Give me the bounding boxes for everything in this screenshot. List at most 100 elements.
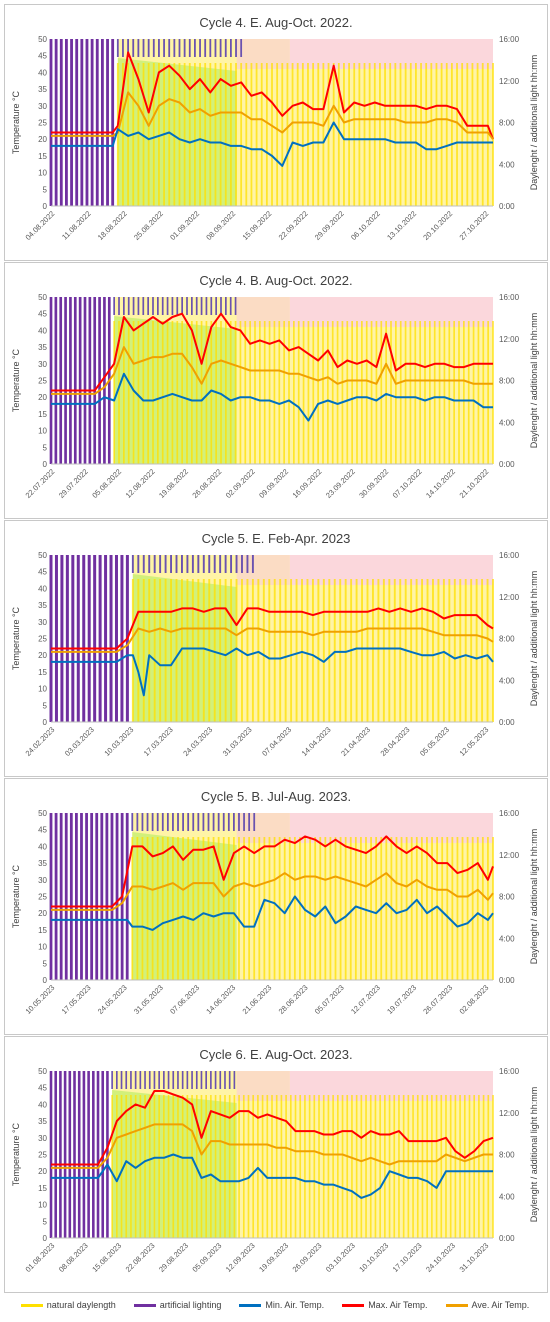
x-tick-label: 21.06.2023 — [241, 983, 274, 1016]
x-tick-label: 30.09.2022 — [357, 467, 390, 500]
x-tick-label: 26.08.2022 — [190, 467, 223, 500]
x-tick-label: 10.03.2023 — [102, 725, 135, 758]
y-tick-label: 45 — [38, 826, 47, 835]
y2-tick-label: 16:00 — [499, 809, 520, 818]
y-tick-label: 50 — [38, 35, 47, 44]
x-tick-label: 19.07.2023 — [385, 983, 418, 1016]
y2-tick-label: 0:00 — [499, 202, 515, 211]
legend-label: artificial lighting — [159, 1300, 222, 1310]
x-tick-label: 17.10.2023 — [391, 1241, 424, 1274]
chart-svg-4: Cycle 5. B. Jul-Aug. 2023. 0 5 10 15 20 25 30 35… — [11, 789, 539, 1016]
series-line-max-air-temp — [51, 312, 493, 392]
y-tick-label: 40 — [38, 68, 47, 77]
y-tick-label: 0 — [43, 976, 48, 985]
evening-area — [289, 1071, 493, 1101]
x-tick-label: 28.04.2023 — [379, 725, 412, 758]
y-tick-label: 50 — [38, 1067, 47, 1076]
y-tick-label: 25 — [38, 893, 47, 902]
y-tick-label: 45 — [38, 568, 47, 577]
y-tick-label: 50 — [38, 551, 47, 560]
x-tick-label: 04.08.2022 — [24, 209, 57, 242]
y-axis-label: Temperature °C — [11, 1122, 21, 1186]
y-tick-label: 30 — [38, 102, 47, 111]
y2-tick-label: 8:00 — [499, 1151, 515, 1160]
x-tick-label: 24.02.2023 — [24, 725, 57, 758]
x-tick-label: 02.09.2022 — [224, 467, 257, 500]
x-tick-label: 26.09.2023 — [291, 1241, 324, 1274]
x-tick-label: 17.03.2023 — [142, 725, 175, 758]
y-tick-label: 35 — [38, 1117, 47, 1126]
y-tick-label: 30 — [38, 618, 47, 627]
y2-tick-label: 16:00 — [499, 293, 520, 302]
x-tick-label: 06.10.2022 — [349, 209, 382, 242]
x-tick-label: 29.07.2022 — [57, 467, 90, 500]
y2-tick-label: 0:00 — [499, 976, 515, 985]
legend-item-max-air-temp: Max. Air Temp. — [342, 1300, 428, 1310]
x-tick-label: 31.03.2023 — [221, 725, 254, 758]
y-axis-label: Temperature °C — [11, 348, 21, 412]
legend-label: Max. Air Temp. — [368, 1300, 428, 1310]
evening-area — [289, 555, 493, 585]
y-tick-label: 35 — [38, 343, 47, 352]
legend-swatch — [239, 1303, 262, 1307]
y2-tick-label: 4:00 — [499, 934, 515, 943]
x-tick-label: 03.10.2023 — [324, 1241, 357, 1274]
y2-axis-label: Daylenght / additional light hh:mm — [529, 829, 539, 965]
y-tick-label: 50 — [38, 293, 47, 302]
x-tick-label: 23.09.2022 — [324, 467, 357, 500]
y-tick-label: 25 — [38, 635, 47, 644]
x-tick-label: 21.10.2022 — [458, 467, 491, 500]
y2-tick-label: 12:00 — [499, 851, 520, 860]
y-tick-label: 20 — [38, 909, 47, 918]
x-tick-label: 08.08.2023 — [57, 1241, 90, 1274]
x-tick-label: 29.09.2022 — [313, 209, 346, 242]
greenhouse-light-area — [117, 58, 237, 206]
legend-swatch — [20, 1303, 43, 1307]
x-tick-label: 24.05.2023 — [96, 983, 129, 1016]
x-tick-label: 14.06.2023 — [204, 983, 237, 1016]
x-tick-label: 05.09.2023 — [190, 1241, 223, 1274]
y-tick-label: 20 — [38, 393, 47, 402]
chart-title: Cycle 4. E. Aug-Oct. 2022. — [199, 15, 352, 30]
y-tick-label: 30 — [38, 360, 47, 369]
y2-tick-label: 12:00 — [499, 77, 520, 86]
series-line-max-air-temp — [51, 835, 494, 908]
y2-tick-label: 16:00 — [499, 551, 520, 560]
y-tick-label: 35 — [38, 601, 47, 610]
chart-panel-3: Cycle 5. E. Feb-Apr. 2023 0 5 10 15 20 25 30 35 4… — [4, 520, 548, 777]
y-tick-label: 0 — [43, 460, 48, 469]
y2-tick-label: 12:00 — [499, 593, 520, 602]
y-tick-label: 5 — [43, 701, 48, 710]
x-tick-label: 14.04.2023 — [300, 725, 333, 758]
x-tick-label: 12.08.2022 — [124, 467, 157, 500]
x-tick-label: 07.10.2022 — [391, 467, 424, 500]
y-tick-label: 25 — [38, 377, 47, 386]
x-tick-label: 28.06.2023 — [277, 983, 310, 1016]
y2-axis-label: Daylenght / additional light hh:mm — [529, 313, 539, 449]
chart-svg-3: Cycle 5. E. Feb-Apr. 2023 0 5 10 15 20 25 30 35 4… — [11, 531, 539, 758]
y2-axis-label: Daylenght / additional light hh:mm — [529, 1087, 539, 1223]
x-tick-label: 22.08.2023 — [124, 1241, 157, 1274]
legend-item-natural-daylength: natural daylength — [20, 1300, 116, 1310]
chart-svg-5: Cycle 6. E. Aug-Oct. 2023. 0 5 10 15 20 25 30 35… — [11, 1047, 539, 1274]
y-tick-label: 10 — [38, 427, 47, 436]
legend-swatch — [342, 1303, 365, 1307]
chart-title: Cycle 5. B. Jul-Aug. 2023. — [201, 789, 351, 804]
x-tick-label: 17.05.2023 — [60, 983, 93, 1016]
y-tick-label: 15 — [38, 410, 47, 419]
x-tick-label: 07.06.2023 — [168, 983, 201, 1016]
y-tick-label: 10 — [38, 685, 47, 694]
x-tick-label: 22.09.2022 — [277, 209, 310, 242]
series-line-max-air-temp — [51, 607, 494, 650]
y2-tick-label: 0:00 — [499, 1234, 515, 1243]
y-tick-label: 15 — [38, 668, 47, 677]
series-line-max-air-temp — [51, 1090, 494, 1166]
x-tick-label: 05.05.2023 — [418, 725, 451, 758]
series-line-ave-air-temp — [51, 346, 493, 395]
x-tick-label: 13.10.2022 — [385, 209, 418, 242]
x-tick-label: 10.10.2023 — [357, 1241, 390, 1274]
y-tick-label: 45 — [38, 52, 47, 61]
y2-tick-label: 4:00 — [499, 418, 515, 427]
series-line-min-air-temp — [51, 647, 494, 697]
x-tick-label: 11.08.2022 — [60, 209, 93, 242]
